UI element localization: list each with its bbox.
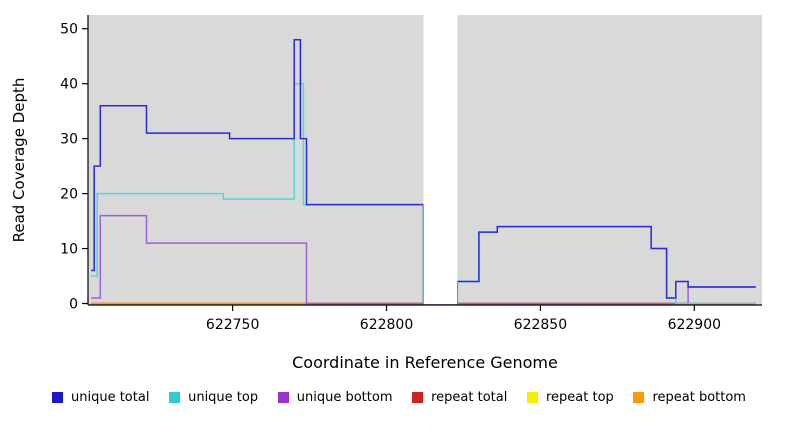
legend-swatch-repeat-bottom <box>633 392 645 403</box>
legend: unique total unique top unique bottom repea… <box>0 390 792 405</box>
legend-item-unique-bottom: unique bottom <box>277 390 393 405</box>
legend-swatch-unique-bottom <box>277 392 289 403</box>
legend-swatch-unique-total <box>52 392 63 403</box>
coverage-gap-band <box>423 8 458 305</box>
legend-swatch-repeat-total <box>412 392 424 403</box>
y-tick-label: 20 <box>60 187 78 203</box>
y-axis-title: Read Coverage Depth <box>10 78 28 243</box>
legend-label: repeat top <box>546 390 614 405</box>
y-tick-label: 50 <box>60 22 78 38</box>
legend-label: unique bottom <box>296 390 393 405</box>
x-tick-label: 622850 <box>514 317 567 333</box>
x-tick-label: 622750 <box>206 317 259 333</box>
legend-item-repeat-total: repeat total <box>412 390 507 405</box>
legend-item-repeat-bottom: repeat bottom <box>633 390 746 405</box>
legend-item-unique-total: unique total <box>52 390 149 405</box>
legend-label: unique top <box>188 390 259 405</box>
legend-label: repeat total <box>431 390 508 405</box>
legend-swatch-unique-top <box>169 392 181 403</box>
y-tick-label: 0 <box>69 297 78 313</box>
x-axis-title: Coordinate in Reference Genome <box>292 353 558 372</box>
legend-item-repeat-top: repeat top <box>527 390 614 405</box>
y-tick-label: 40 <box>60 77 78 93</box>
legend-item-unique-top: unique top <box>169 390 258 405</box>
coverage-plot: 0 10 20 30 40 50 622750 622800 622850 622900 Read … <box>10 8 762 372</box>
legend-label: unique total <box>71 390 150 405</box>
y-tick-label: 30 <box>60 132 78 148</box>
legend-label: repeat bottom <box>652 390 746 405</box>
legend-swatch-repeat-top <box>527 392 538 403</box>
x-tick-label: 622900 <box>668 317 721 333</box>
series-unique-bottom-line <box>91 214 756 305</box>
y-tick-label: 10 <box>60 242 78 258</box>
x-tick-label: 622800 <box>360 317 413 333</box>
